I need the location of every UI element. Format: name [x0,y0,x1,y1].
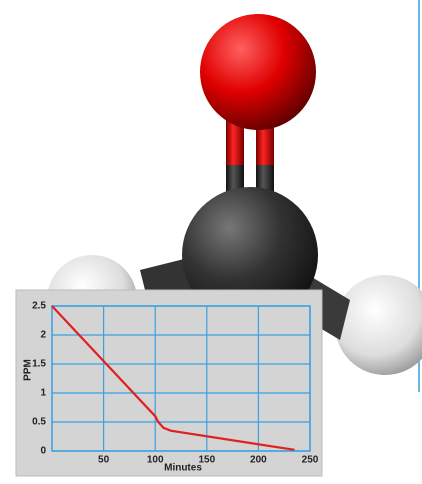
line [51,305,295,451]
x-tick-label: 250 [302,455,319,466]
y-tick-label: 2 [40,330,46,341]
y-tick-label: 0 [40,446,46,457]
x-axis-label: Minutes [164,463,202,474]
x-tick-label: 150 [198,455,215,466]
x-tick-label: 200 [250,455,267,466]
y-tick-label: 1 [40,388,46,399]
y-tick-label: 2.5 [32,301,46,312]
y-axis-label: PPM [23,359,34,381]
chart: Minutes PPM 0 0.5 1 1.5 2 2.5 50 100 150 200 250 [23,301,319,474]
y-tick-label: 1.5 [32,359,46,370]
y-tick-label: 0.5 [32,417,46,428]
x-tick-label: 100 [147,455,164,466]
x-tick-label: 50 [98,455,110,466]
